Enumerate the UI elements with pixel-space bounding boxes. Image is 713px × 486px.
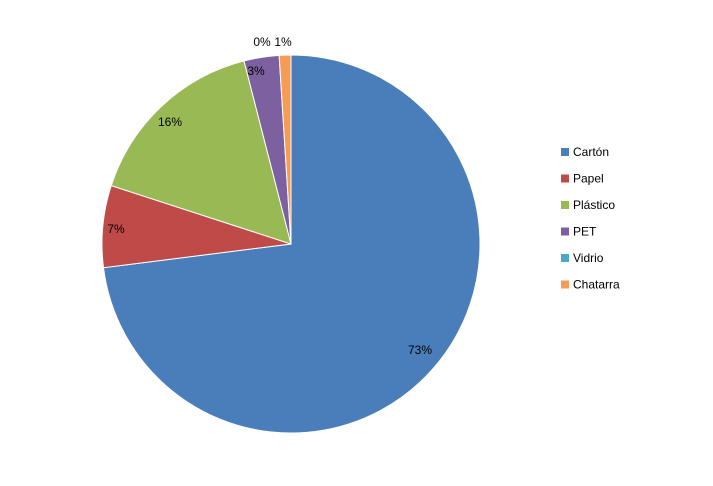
legend-swatch-pet: [561, 227, 569, 236]
legend-label-carton: Cartón: [573, 145, 609, 159]
legend: Cartón Papel Plástico PET Vidrio Chatarra: [561, 145, 620, 292]
legend-label-papel: Papel: [573, 172, 604, 186]
data-label-carton: 73%: [408, 343, 432, 357]
legend-label-plastico: Plástico: [573, 198, 615, 212]
pie-data-labels: 73% 7% 16% 3% 0% 1%: [107, 35, 432, 357]
data-label-chatarra: 1%: [274, 35, 292, 49]
legend-swatch-papel: [561, 174, 569, 183]
legend-label-pet: PET: [573, 225, 597, 239]
legend-swatch-chatarra: [561, 280, 569, 289]
legend-label-chatarra: Chatarra: [573, 278, 620, 292]
legend-swatch-carton: [561, 148, 569, 156]
pie-slice-plastico: [110, 60, 292, 245]
legend-swatch-plastico: [561, 201, 569, 209]
pie-slice-carton: [102, 54, 481, 434]
pie-slices: [101, 54, 481, 434]
data-label-plastico: 16%: [158, 115, 182, 129]
pie-slice-chatarra: [278, 54, 292, 245]
legend-label-vidrio: Vidrio: [573, 251, 604, 265]
legend-swatch-vidrio: [561, 254, 569, 262]
data-label-pet: 3%: [247, 64, 265, 78]
data-label-papel: 7%: [107, 222, 125, 236]
data-label-vidrio: 0%: [253, 35, 271, 49]
